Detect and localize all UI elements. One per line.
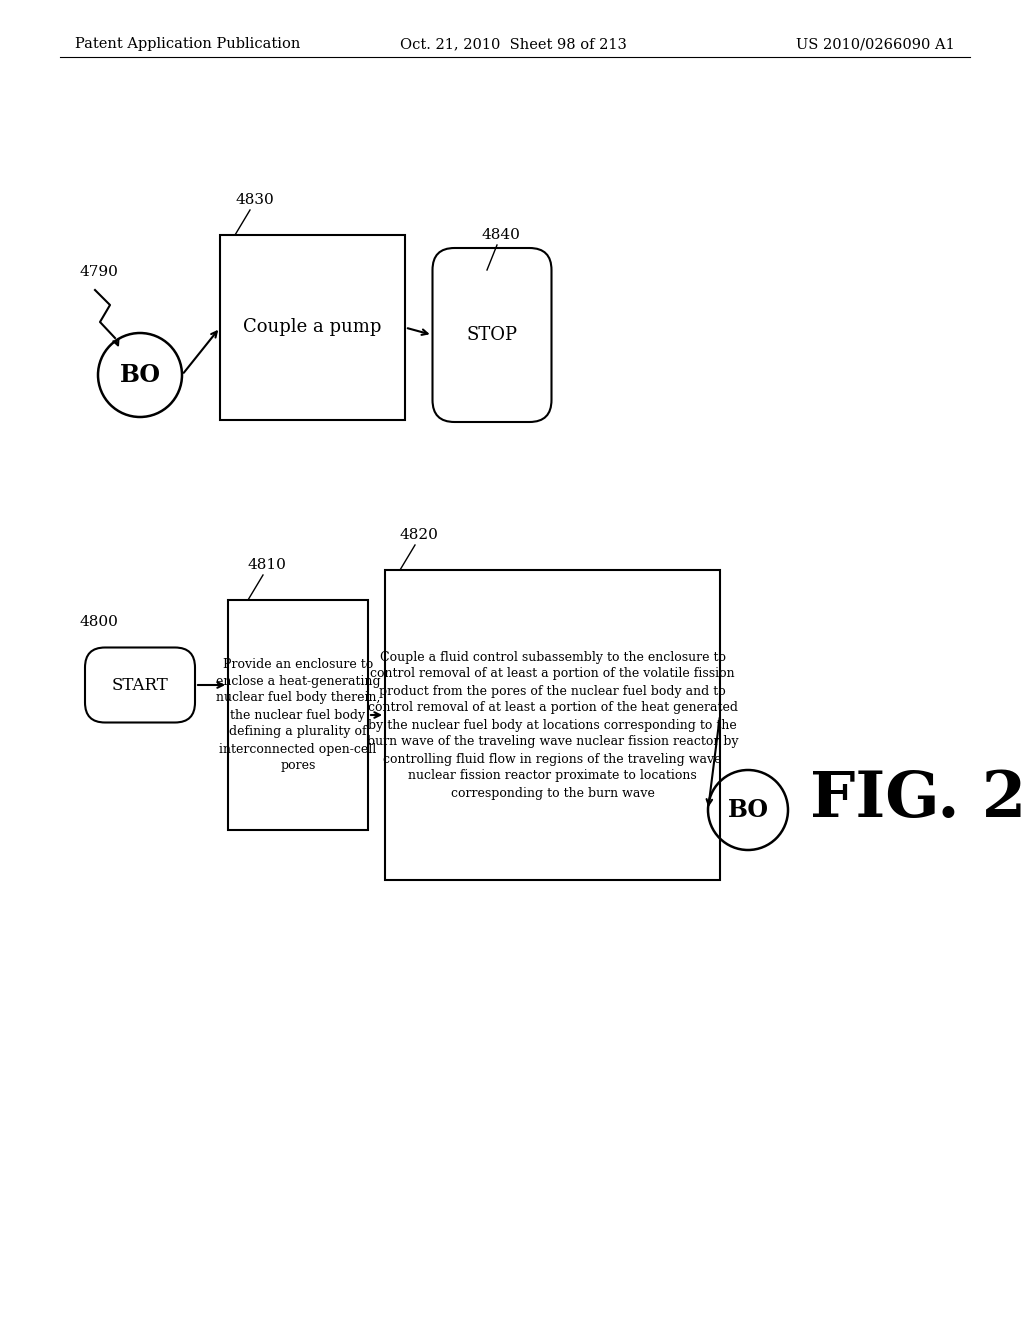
Text: Oct. 21, 2010  Sheet 98 of 213: Oct. 21, 2010 Sheet 98 of 213 — [400, 37, 627, 51]
FancyBboxPatch shape — [432, 248, 552, 422]
Text: STOP: STOP — [467, 326, 517, 345]
FancyBboxPatch shape — [85, 648, 195, 722]
Text: Patent Application Publication: Patent Application Publication — [75, 37, 300, 51]
Text: FIG. 21BR: FIG. 21BR — [810, 770, 1024, 830]
Text: Couple a pump: Couple a pump — [244, 318, 382, 337]
Text: 4790: 4790 — [80, 265, 119, 279]
FancyBboxPatch shape — [228, 601, 368, 830]
Text: 4840: 4840 — [482, 228, 521, 242]
Text: START: START — [112, 676, 168, 693]
Text: 4830: 4830 — [234, 193, 273, 207]
FancyBboxPatch shape — [385, 570, 720, 880]
Text: 4810: 4810 — [248, 558, 287, 572]
Text: Provide an enclosure to
enclose a heat-generating
nuclear fuel body therein,
the: Provide an enclosure to enclose a heat-g… — [216, 657, 380, 772]
Text: 4800: 4800 — [80, 615, 119, 630]
Text: BO: BO — [727, 799, 768, 822]
Text: BO: BO — [120, 363, 161, 387]
Text: US 2010/0266090 A1: US 2010/0266090 A1 — [797, 37, 955, 51]
FancyBboxPatch shape — [220, 235, 406, 420]
Text: Couple a fluid control subassembly to the enclosure to
control removal of at lea: Couple a fluid control subassembly to th… — [367, 651, 738, 800]
Text: 4820: 4820 — [400, 528, 439, 543]
